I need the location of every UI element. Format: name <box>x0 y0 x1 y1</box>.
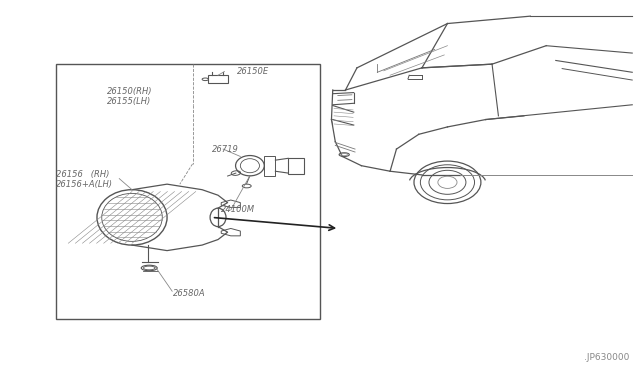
Bar <box>209 75 228 83</box>
Text: 26156+A(LH): 26156+A(LH) <box>56 180 113 189</box>
Text: 26580A: 26580A <box>173 289 206 298</box>
Bar <box>56 64 320 319</box>
Text: 26150(RH): 26150(RH) <box>106 87 152 96</box>
Bar <box>288 158 304 174</box>
Text: 26150E: 26150E <box>237 67 269 76</box>
Text: 24100M: 24100M <box>221 205 255 215</box>
Text: 26155(LH): 26155(LH) <box>106 97 151 106</box>
Text: 26156   (RH): 26156 (RH) <box>56 170 109 179</box>
Text: 26719: 26719 <box>212 145 239 154</box>
Text: .JP630000: .JP630000 <box>584 353 629 362</box>
